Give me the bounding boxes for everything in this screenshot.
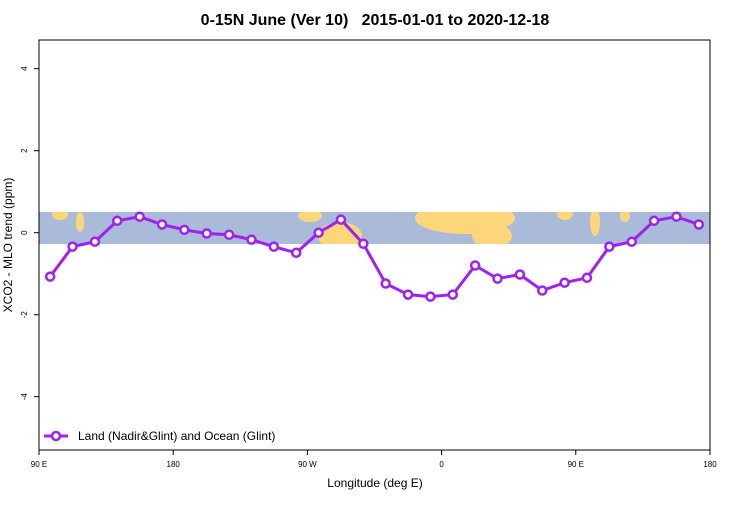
chart-title: 0-15N June (Ver 10) 2015-01-01 to 2020-1… [201,12,550,29]
y-axis-label: XCO2 - MLO trend (ppm) [1,178,15,313]
map-strip [39,212,710,244]
point [492,273,503,284]
legend-marker [50,430,62,442]
point [112,215,123,227]
point [581,272,593,284]
point [469,260,481,271]
x-tick-label: 180 [703,460,717,469]
point [268,241,280,252]
point [179,224,190,236]
point [402,289,414,300]
point [648,215,660,227]
point [335,214,347,225]
point [559,277,570,288]
point [223,229,235,240]
point [290,247,302,259]
x-tick-label: 180 [167,460,181,469]
point [380,278,391,289]
point [89,236,101,247]
x-tick-label: 90 E [31,460,47,469]
y-tick-label: -2 [20,311,29,319]
y-tick-label: 0 [20,230,29,235]
point [313,227,324,238]
x-tick-label: 90 E [568,460,584,469]
y-tick-label: 2 [20,148,29,153]
point [44,271,56,282]
point [67,241,78,252]
point [425,291,436,302]
plot-frame [38,39,711,451]
legend-label: Land (Nadir&Glint) and Ocean (Glint) [78,429,275,443]
point [246,234,257,245]
x-axis-label: Longitude (deg E) [327,476,422,490]
point [156,219,168,230]
point [514,269,526,280]
point [671,211,682,222]
point [537,285,548,296]
x-tick-label: 0 [439,460,444,469]
point [358,238,369,250]
x-tick-label: 90 W [298,460,317,469]
point [447,289,459,300]
point [201,228,212,239]
y-tick-label: -4 [20,393,29,401]
y-tick-label: 4 [20,66,29,71]
point [693,219,705,230]
point [134,211,145,222]
point [604,241,615,252]
point [626,236,637,247]
